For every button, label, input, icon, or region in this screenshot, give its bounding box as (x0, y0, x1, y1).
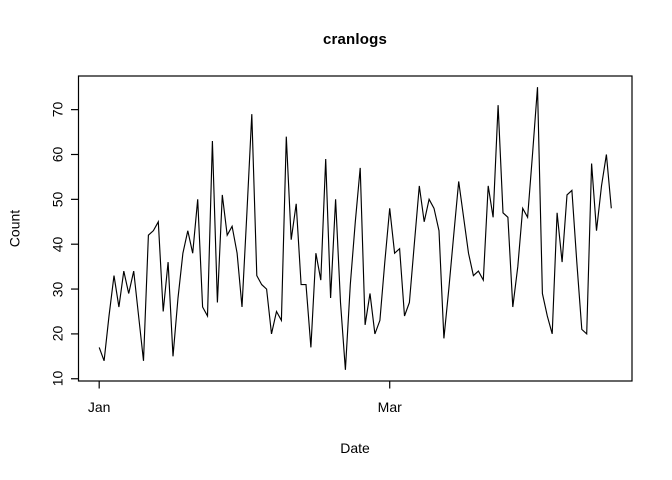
y-tick-label: 20 (49, 326, 66, 342)
plot-box (77, 75, 633, 382)
data-line (98, 87, 612, 370)
x-axis-label: Date (340, 440, 370, 456)
y-tick-label: 60 (49, 146, 66, 163)
y-tick-label: 70 (49, 101, 66, 118)
y-tick-label: 10 (49, 370, 66, 387)
y-tick-label: 40 (49, 236, 66, 252)
y-tick-label: 50 (49, 191, 66, 208)
chart-title: cranlogs (322, 31, 388, 48)
y-tick-label: 30 (49, 281, 66, 297)
x-tick-label: Jan (87, 399, 111, 415)
x-tick-label: Mar (377, 399, 402, 415)
y-axis-label: Count (6, 209, 23, 248)
